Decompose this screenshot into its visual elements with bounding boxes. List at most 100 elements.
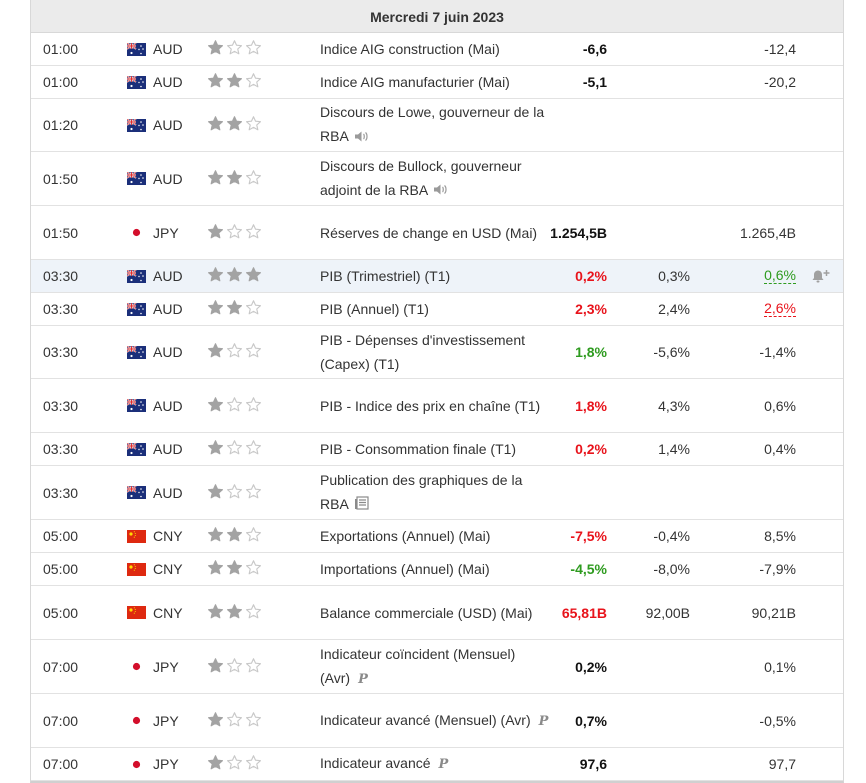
event-name[interactable]: PIB (Annuel) (T1) bbox=[320, 293, 552, 325]
event-text[interactable]: Exportations (Annuel) (Mai) bbox=[320, 528, 491, 544]
forecast-value bbox=[620, 466, 690, 519]
previous-label: 0,1% bbox=[764, 658, 796, 675]
event-text[interactable]: Réserves de change en USD (Mai) bbox=[320, 224, 538, 241]
event-text[interactable]: PIB (Annuel) (T1) bbox=[320, 301, 429, 317]
event-name[interactable]: Indicateur avancé P bbox=[320, 748, 552, 780]
event-name[interactable]: PIB - Consommation finale (T1) bbox=[320, 433, 552, 465]
event-text[interactable]: PIB - Consommation finale (T1) bbox=[320, 441, 517, 457]
table-row[interactable]: 01:00 AUD Indice AIG construction (Mai) -6,… bbox=[31, 33, 843, 66]
event-label[interactable]: PIB - Indice des prix en chaîne (T1) bbox=[320, 394, 540, 418]
event-name[interactable]: Discours de Bullock, gouverneur adjoint … bbox=[320, 152, 552, 205]
table-row[interactable]: 01:50 JPY Réserves de change en USD (Mai) 1… bbox=[31, 206, 843, 260]
forecast-value: 1,4% bbox=[658, 441, 690, 457]
event-text[interactable]: Importations (Annuel) (Mai) bbox=[320, 561, 490, 577]
table-row[interactable]: 01:00 AUD Indice AIG manufacturier (Mai) -5… bbox=[31, 66, 843, 99]
event-text[interactable]: Indicateur avancé bbox=[320, 755, 431, 771]
table-row[interactable]: 05:00 CNY Importations (Annuel) (Mai) -4,5%… bbox=[31, 553, 843, 586]
table-row[interactable]: 07:00 JPY Indicateur coïncident (Mensuel) … bbox=[31, 640, 843, 694]
importance-stars bbox=[207, 379, 277, 432]
event-text[interactable]: Discours de Lowe, gouverneur de la RBA bbox=[320, 104, 545, 145]
table-row[interactable]: 03:30 AUD PIB - Dépenses d'investissement … bbox=[31, 326, 843, 379]
event-label[interactable]: Publication des graphiques de la RBA bbox=[320, 468, 552, 517]
event-name[interactable]: Balance commerciale (USD) (Mai) bbox=[320, 586, 552, 639]
star-icon bbox=[207, 299, 224, 319]
table-row[interactable]: 03:30 AUD Publication des graphiques de la… bbox=[31, 466, 843, 520]
actual-value: 1,8% bbox=[517, 379, 607, 432]
currency-code: CNY bbox=[153, 528, 183, 544]
event-label[interactable]: Exportations (Annuel) (Mai) bbox=[320, 524, 490, 548]
event-label[interactable]: Réserves de change en USD (Mai) bbox=[320, 221, 537, 245]
table-row[interactable]: 07:00 JPY Indicateur avancé (Mensuel) (Avr… bbox=[31, 694, 843, 748]
forecast-value: -8,0% bbox=[653, 561, 690, 577]
event-name[interactable]: PIB - Indice des prix en chaîne (T1) bbox=[320, 379, 552, 432]
event-time: 03:30 bbox=[43, 441, 79, 457]
event-time: 07:00 bbox=[43, 658, 79, 675]
event-text[interactable]: Indicateur coïncident (Mensuel) (Avr) bbox=[320, 645, 516, 686]
event-text[interactable]: Indice AIG manufacturier (Mai) bbox=[320, 74, 510, 90]
event-label[interactable]: PIB - Dépenses d'investissement (Capex) … bbox=[320, 328, 552, 376]
event-name[interactable]: Publication des graphiques de la RBA bbox=[320, 466, 552, 519]
table-row[interactable]: 03:30 AUD PIB - Indice des prix en chaîne … bbox=[31, 379, 843, 433]
event-text[interactable]: Indicateur avancé (Mensuel) (Avr) bbox=[320, 711, 531, 728]
importance-stars bbox=[207, 694, 277, 747]
event-name[interactable]: PIB (Trimestriel) (T1) bbox=[320, 260, 552, 292]
country-flag-icon bbox=[127, 66, 147, 98]
add-alert-bell-icon[interactable] bbox=[809, 260, 833, 292]
star-icon bbox=[207, 754, 224, 774]
event-label[interactable]: Indicateur avancé P bbox=[320, 751, 448, 777]
event-label[interactable]: Discours de Bullock, gouverneur adjoint … bbox=[320, 154, 552, 203]
event-label[interactable]: Importations (Annuel) (Mai) bbox=[320, 557, 490, 581]
event-label[interactable]: Balance commerciale (USD) (Mai) bbox=[320, 601, 532, 625]
event-label[interactable]: PIB (Annuel) (T1) bbox=[320, 297, 429, 321]
table-row[interactable]: 05:00 CNY Exportations (Annuel) (Mai) -7,5%… bbox=[31, 520, 843, 553]
event-label[interactable]: PIB - Consommation finale (T1) bbox=[320, 437, 516, 461]
event-name[interactable]: Indicateur coïncident (Mensuel) (Avr) P bbox=[320, 640, 552, 693]
event-text[interactable]: Balance commerciale (USD) (Mai) bbox=[320, 604, 533, 621]
previous-value: -1,4% bbox=[706, 326, 796, 378]
event-time: 03:30 bbox=[43, 397, 79, 414]
table-row[interactable]: 03:30 AUD PIB (Annuel) (T1) 2,3% 2,4% 2,6% bbox=[31, 293, 843, 326]
event-text[interactable]: PIB - Indice des prix en chaîne (T1) bbox=[320, 397, 541, 414]
event-name[interactable]: Exportations (Annuel) (Mai) bbox=[320, 520, 552, 552]
event-name[interactable]: Discours de Lowe, gouverneur de la RBA bbox=[320, 99, 552, 151]
table-row[interactable]: 01:20 AUD Discours de Lowe, gouverneur de … bbox=[31, 99, 843, 152]
event-name[interactable]: Importations (Annuel) (Mai) bbox=[320, 553, 552, 585]
table-row[interactable]: 03:30 AUD PIB (Trimestriel) (T1) 0,2% 0,3% 0,… bbox=[31, 260, 843, 293]
event-text[interactable]: PIB (Trimestriel) (T1) bbox=[320, 268, 451, 284]
event-time: 03:30 bbox=[43, 484, 79, 501]
table-row[interactable]: 05:00 CNY Balance commerciale (USD) (Mai) 6… bbox=[31, 586, 843, 640]
event-text[interactable]: PIB - Dépenses d'investissement (Capex) … bbox=[320, 332, 525, 372]
currency-code: AUD bbox=[153, 344, 183, 360]
previous-label: 8,5% bbox=[764, 528, 796, 544]
forecast-value: 0,3% bbox=[658, 268, 690, 284]
importance-stars bbox=[207, 433, 277, 465]
table-row[interactable]: 07:00 JPY Indicateur avancé P 97,6 97,7 bbox=[31, 748, 843, 781]
previous-label: 0,4% bbox=[764, 441, 796, 457]
event-label[interactable]: PIB (Trimestriel) (T1) bbox=[320, 264, 450, 288]
event-time: 01:50 bbox=[43, 224, 79, 241]
table-row[interactable]: 01:50 AUD Discours de Bullock, gouverneur … bbox=[31, 152, 843, 206]
star-icon bbox=[226, 223, 243, 243]
event-label[interactable]: Discours de Lowe, gouverneur de la RBA bbox=[320, 100, 552, 149]
actual-value bbox=[517, 466, 607, 519]
previous-value: 0,4% bbox=[706, 433, 796, 465]
event-label[interactable]: Indice AIG manufacturier (Mai) bbox=[320, 70, 510, 94]
event-label[interactable]: Indicateur avancé (Mensuel) (Avr) P bbox=[320, 708, 548, 734]
actual-value: 0,7% bbox=[517, 694, 607, 747]
event-label[interactable]: Indicateur coïncident (Mensuel) (Avr) P bbox=[320, 642, 552, 692]
star-icon bbox=[226, 39, 243, 59]
event-name[interactable]: Indicateur avancé (Mensuel) (Avr) P bbox=[320, 694, 552, 747]
event-time: 01:50 bbox=[43, 170, 79, 187]
event-text[interactable]: Publication des graphiques de la RBA bbox=[320, 471, 523, 512]
event-text[interactable]: Discours de Bullock, gouverneur adjoint … bbox=[320, 157, 522, 198]
event-text[interactable]: Indice AIG construction (Mai) bbox=[320, 41, 500, 57]
event-label[interactable]: Indice AIG construction (Mai) bbox=[320, 37, 500, 61]
event-time: 05:00 bbox=[43, 561, 79, 577]
event-name[interactable]: Indice AIG manufacturier (Mai) bbox=[320, 66, 552, 98]
table-row[interactable]: 03:30 AUD PIB - Consommation finale (T1) 0,… bbox=[31, 433, 843, 466]
event-name[interactable]: Indice AIG construction (Mai) bbox=[320, 33, 552, 65]
previous-value: -0,5% bbox=[706, 694, 796, 747]
event-name[interactable]: Réserves de change en USD (Mai) bbox=[320, 206, 552, 259]
event-name[interactable]: PIB - Dépenses d'investissement (Capex) … bbox=[320, 326, 552, 378]
previous-label: -1,4% bbox=[759, 344, 796, 360]
